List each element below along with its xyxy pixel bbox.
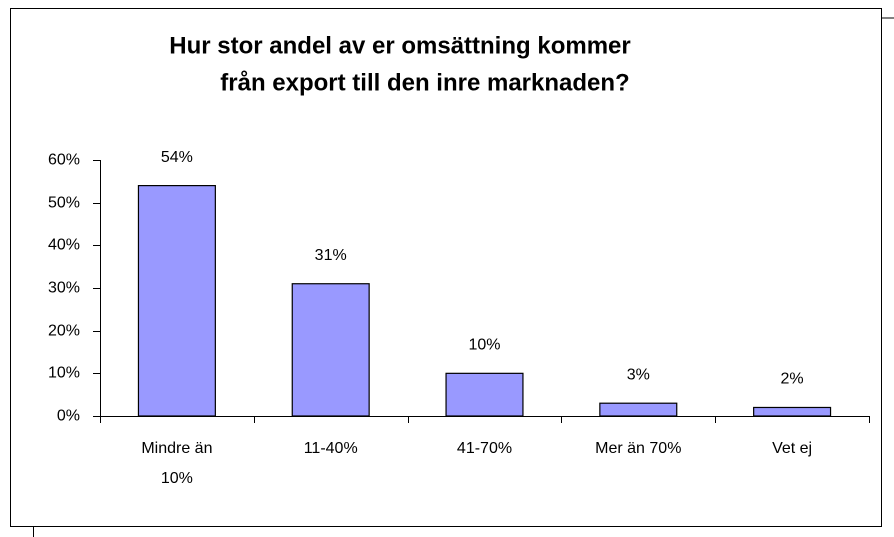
x-tick-label-box: 11-40% xyxy=(303,440,358,457)
x-tick-label: 41-70% xyxy=(456,440,513,457)
bar xyxy=(599,402,678,417)
y-tick-label: 20% xyxy=(48,323,80,340)
data-label: 3% xyxy=(627,366,650,383)
data-label: 31% xyxy=(315,247,347,264)
bar xyxy=(445,372,524,417)
x-tick-label-box: 41-70% xyxy=(456,440,513,457)
data-label: 2% xyxy=(781,371,804,388)
y-tick-label: 10% xyxy=(48,365,80,382)
y-tick-label: 40% xyxy=(48,237,80,254)
bar xyxy=(291,283,370,417)
x-tick-label-box: Mer än 70% xyxy=(595,440,682,457)
x-tick-label: Mer än 70% xyxy=(595,440,682,457)
bar xyxy=(137,185,216,417)
chart-title: från export till den inre marknaden? xyxy=(220,69,629,96)
bar xyxy=(753,406,832,417)
y-tick-label: 30% xyxy=(48,280,80,297)
y-tick-label: 0% xyxy=(57,408,80,425)
data-label: 10% xyxy=(468,337,500,354)
x-tick-label-box: Vet ej xyxy=(772,440,813,457)
y-tick-label: 60% xyxy=(48,152,80,169)
data-label: 54% xyxy=(161,149,193,166)
x-tick-label: Vet ej xyxy=(772,440,813,457)
x-tick-label-box: Mindre än 10% xyxy=(141,440,213,487)
chart-frame xyxy=(10,8,882,527)
x-tick-label: Mindre än 10% xyxy=(141,440,213,487)
x-tick-label: 11-40% xyxy=(303,440,358,457)
chart-title: Hur stor andel av er omsättning kommer xyxy=(169,32,630,59)
y-tick-label: 50% xyxy=(48,195,80,212)
